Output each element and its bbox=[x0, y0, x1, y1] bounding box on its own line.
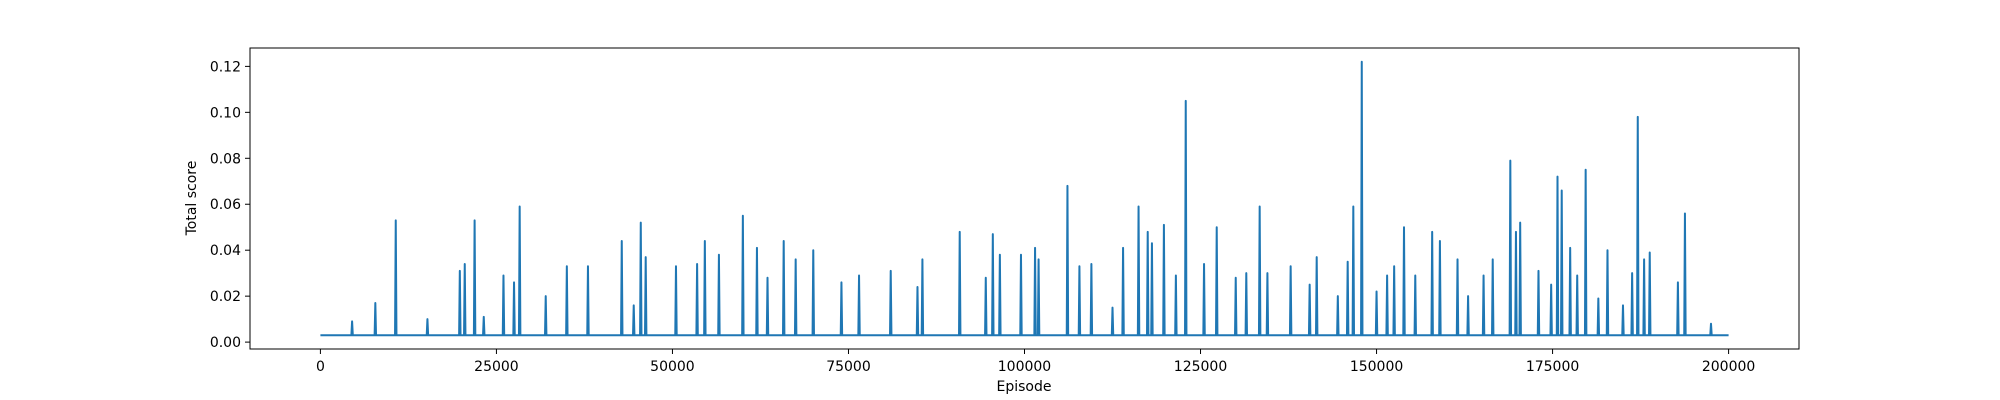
x-tick-label: 0 bbox=[316, 359, 325, 375]
x-tick-label: 25000 bbox=[474, 359, 519, 375]
y-tick-label: 0.08 bbox=[210, 151, 241, 167]
x-tick-label: 75000 bbox=[826, 359, 871, 375]
x-tick-label: 50000 bbox=[650, 359, 695, 375]
x-tick-label: 100000 bbox=[998, 359, 1051, 375]
x-tick-label: 125000 bbox=[1174, 359, 1227, 375]
y-tick-label: 0.12 bbox=[210, 59, 241, 75]
plot-frame bbox=[249, 47, 1800, 350]
y-axis-label: Total score bbox=[184, 161, 200, 237]
y-tick-label: 0.06 bbox=[210, 197, 241, 213]
x-tick-label: 200000 bbox=[1702, 359, 1755, 375]
y-tick-label: 0.00 bbox=[210, 335, 241, 351]
x-axis-label: Episode bbox=[997, 379, 1052, 395]
y-tick-label: 0.10 bbox=[210, 105, 241, 121]
y-tick-label: 0.02 bbox=[210, 289, 241, 305]
x-tick-label: 175000 bbox=[1526, 359, 1579, 375]
x-tick-label: 150000 bbox=[1350, 359, 1403, 375]
data-line bbox=[320, 60, 1729, 337]
y-tick-label: 0.04 bbox=[210, 243, 241, 259]
